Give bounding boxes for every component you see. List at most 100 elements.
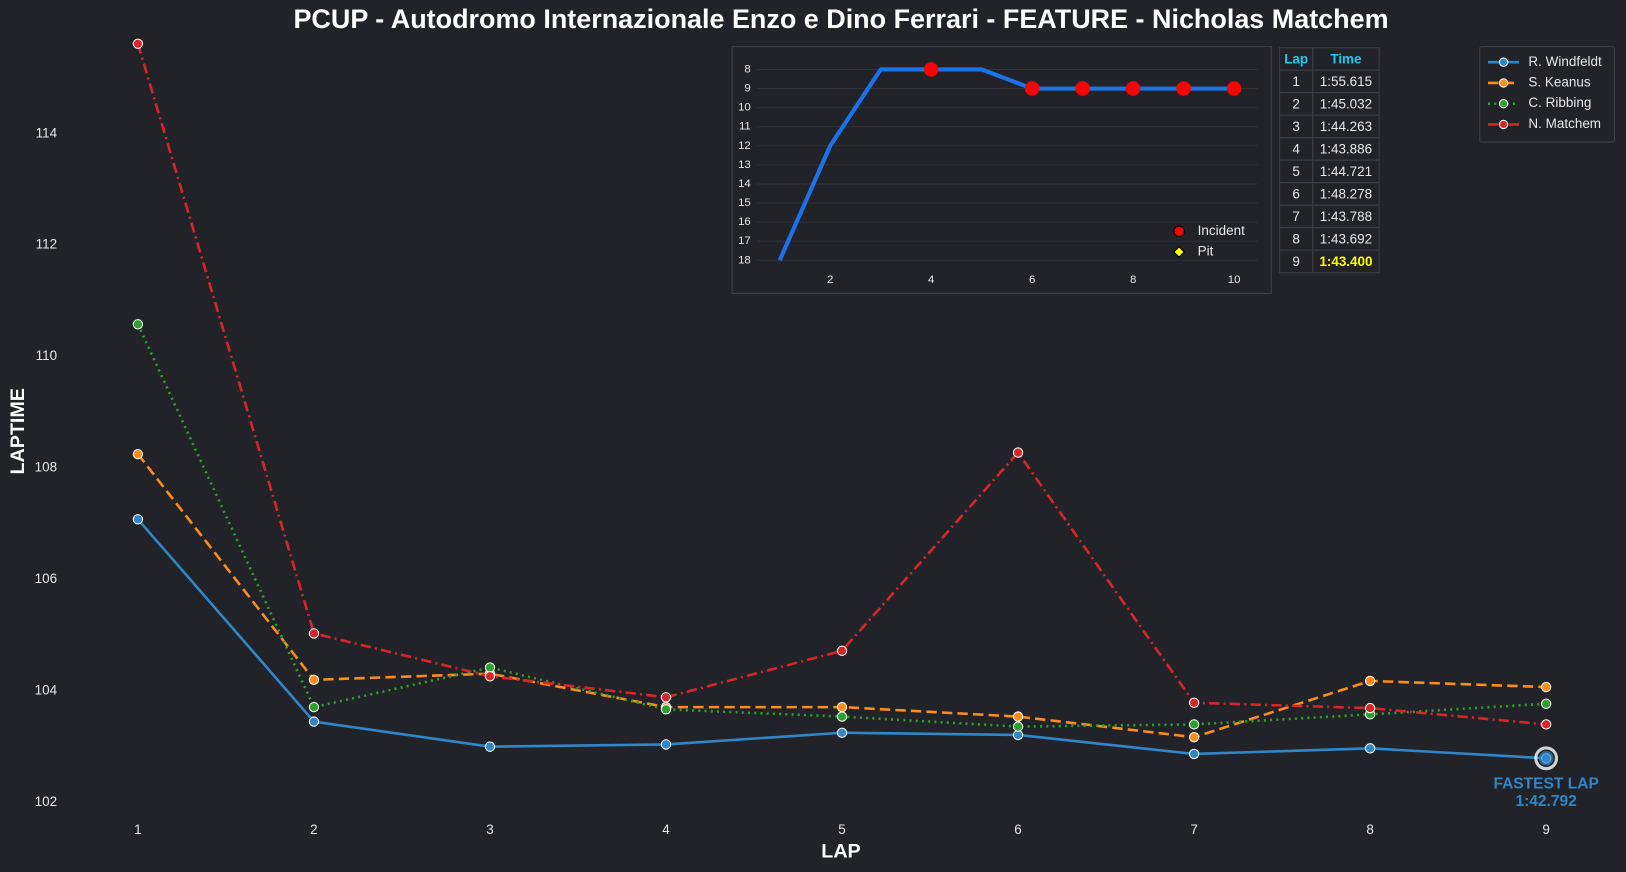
y-tick-label: 12	[738, 140, 751, 152]
table-cell-text: 1:43.692	[1320, 232, 1372, 247]
table-cell-text: 9	[1292, 254, 1300, 269]
incident-marker	[1176, 81, 1191, 96]
table-cell-text: 1:43.788	[1320, 209, 1372, 224]
data-point	[132, 319, 144, 330]
annotation: FASTEST LAP	[1493, 775, 1598, 792]
table-cell-text: 4	[1292, 142, 1300, 157]
y-tick-label: 104	[35, 683, 58, 698]
table-cell-text: 8	[1292, 232, 1300, 247]
legend-marker	[1498, 78, 1509, 88]
legend-marker	[1173, 225, 1185, 237]
y-tick-label: 102	[35, 794, 57, 809]
annotation: 1:42.792	[1515, 793, 1577, 810]
data-point	[836, 727, 848, 738]
fastest-lap-highlight	[1538, 751, 1554, 766]
y-tick-label: 112	[36, 237, 57, 252]
legend-label: N. Matchem	[1528, 116, 1601, 131]
table-cell-text: 6	[1292, 187, 1300, 202]
data-point	[308, 716, 320, 727]
incident-marker	[1226, 81, 1242, 96]
table-cell-text: 1:45.032	[1320, 97, 1372, 112]
position-line	[777, 67, 1235, 262]
data-point	[1540, 719, 1552, 730]
x-tick-label: 5	[838, 822, 846, 837]
x-tick-label: 2	[827, 274, 833, 286]
data-point	[1540, 681, 1552, 693]
data-point	[132, 38, 144, 49]
y-tick-label: 15	[738, 197, 751, 209]
data-point	[484, 671, 496, 682]
y-tick-label: 14	[738, 178, 751, 190]
x-tick-label: 6	[1029, 274, 1035, 286]
table-header: Lap	[1284, 52, 1308, 67]
legend-label: S. Keanus	[1528, 75, 1590, 90]
x-tick-label: 9	[1542, 822, 1550, 837]
incident-marker	[1125, 81, 1141, 96]
y-tick-label: 17	[738, 235, 751, 247]
legend-marker	[1173, 246, 1185, 258]
y-tick-label: 108	[35, 460, 57, 475]
data-point	[660, 704, 672, 715]
x-tick-label: 2	[310, 822, 318, 837]
data-point	[836, 645, 848, 656]
x-tick-label: 4	[662, 822, 670, 837]
table-cell-text: 1:44.721	[1320, 164, 1372, 179]
legend-marker	[1498, 57, 1509, 67]
data-point	[484, 741, 496, 752]
x-tick-label: 8	[1130, 274, 1136, 286]
data-point	[308, 701, 320, 713]
data-point	[836, 701, 848, 713]
y-tick-label: 10	[738, 102, 751, 114]
data-point	[1364, 702, 1376, 714]
data-point	[1540, 698, 1552, 709]
table-cell-text: 1	[1292, 74, 1300, 89]
data-point	[1012, 711, 1024, 722]
data-point	[1188, 732, 1200, 743]
table-cell-text: 7	[1292, 209, 1300, 224]
legend-label: C. Ribbing	[1528, 95, 1591, 110]
table-cell-text: 1:43.886	[1320, 142, 1372, 157]
incident-marker	[923, 62, 939, 77]
data-point	[1364, 675, 1376, 687]
data-point	[1012, 447, 1024, 458]
table-cell-text: 1:43.400	[1319, 254, 1372, 269]
data-point	[1012, 721, 1024, 732]
y-tick-label: 9	[744, 83, 750, 95]
y-axis-label: LAPTIME	[7, 388, 29, 474]
data-point	[660, 692, 672, 703]
legend-label: R. Windfeldt	[1528, 54, 1602, 69]
incident-marker	[1075, 81, 1090, 96]
data-point	[1188, 748, 1200, 760]
y-tick-label: 110	[36, 348, 57, 363]
y-tick-label: 114	[36, 125, 58, 140]
table-cell-text: 2	[1292, 97, 1300, 112]
table-cell	[1312, 249, 1380, 274]
data-point	[660, 739, 672, 750]
y-tick-label: 13	[738, 159, 751, 171]
y-tick-label: 11	[739, 121, 751, 133]
legend-frame	[1479, 46, 1616, 143]
legend-marker	[1498, 119, 1509, 130]
x-tick-label: 8	[1366, 822, 1374, 837]
legend-label: Pit	[1198, 244, 1214, 259]
table-cell-text: 1:48.278	[1320, 187, 1372, 202]
data-point	[308, 628, 320, 639]
table-header: Time	[1330, 52, 1362, 67]
table-cell-text: 5	[1292, 164, 1300, 179]
chart-title: PCUP - Autodromo Internazionale Enzo e D…	[293, 4, 1388, 34]
data-point	[836, 711, 848, 722]
legend-marker	[1498, 99, 1509, 109]
x-tick-label: 1	[134, 822, 142, 837]
fastest-lap-highlight	[1534, 746, 1559, 771]
table-cell-text: 1:44.263	[1320, 119, 1372, 134]
x-tick-label: 3	[486, 822, 494, 837]
y-tick-label: 8	[744, 63, 750, 75]
table-cell-text: 1:55.615	[1320, 74, 1372, 89]
table-cell-text: 3	[1292, 119, 1300, 134]
x-tick-label: 6	[1014, 822, 1022, 837]
data-point	[1188, 719, 1200, 730]
data-point	[484, 662, 496, 673]
x-axis-label: LAP	[821, 841, 860, 863]
